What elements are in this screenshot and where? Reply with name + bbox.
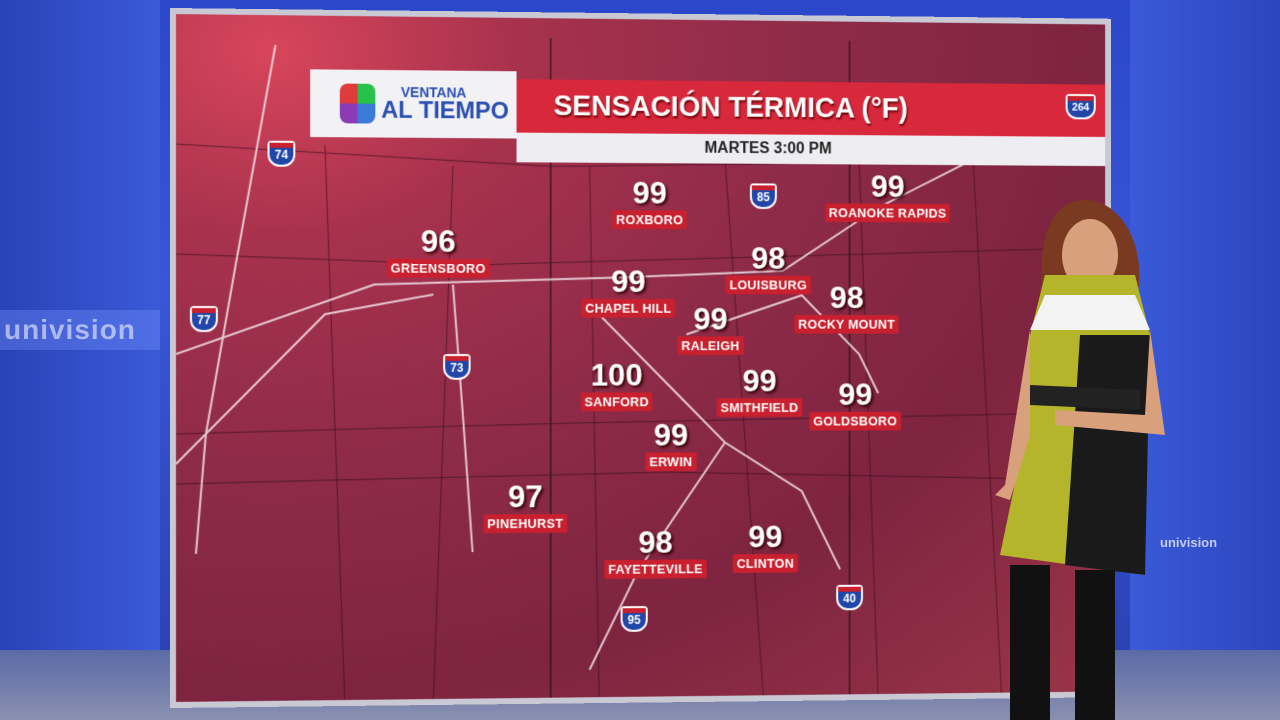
city-label: SMITHFIELD	[716, 398, 803, 417]
city-label: ROCKY MOUNT	[794, 314, 899, 334]
map-title: SENSACIÓN TÉRMICA (°F)	[516, 79, 1106, 138]
weather-display-screen: VENTANA AL TIEMPO SENSACIÓN TÉRMICA (°F)…	[170, 8, 1111, 708]
city-marker-smithfield: 99 SMITHFIELD	[716, 362, 803, 417]
city-marker-sanford: 100 SANFORD	[580, 357, 653, 412]
city-marker-erwin: 99 ERWIN	[645, 416, 697, 472]
city-label: CLINTON	[732, 553, 798, 573]
heat-index-value: 98	[638, 524, 673, 560]
heat-index-value: 99	[748, 518, 783, 555]
interstate-shield-icon: 73	[443, 354, 471, 380]
heat-index-value: 99	[838, 376, 873, 412]
city-marker-rocky-mount: 98 ROCKY MOUNT	[794, 279, 899, 334]
interstate-shield-icon: 40	[836, 584, 863, 611]
heat-index-value: 99	[693, 300, 728, 337]
logo-line2: AL TIEMPO	[381, 96, 509, 125]
city-marker-goldsboro: 99 GOLDSBORO	[809, 376, 902, 431]
heat-index-value: 100	[590, 357, 643, 393]
city-marker-roanoke-rapids: 99 ROANOKE RAPIDS	[825, 168, 951, 223]
weather-presenter	[995, 200, 1165, 720]
city-label: SANFORD	[580, 392, 653, 412]
heat-index-value: 98	[751, 240, 786, 276]
heat-index-value: 97	[507, 478, 543, 515]
studio-wall-right: univision	[1130, 0, 1280, 720]
ventana-al-tiempo-logo: VENTANA AL TIEMPO	[310, 69, 517, 139]
city-label: ROXBORO	[612, 210, 688, 230]
city-label: RALEIGH	[677, 336, 744, 356]
city-marker-greensboro: 96 GREENSBORO	[386, 223, 490, 278]
interstate-shield-icon: 74	[267, 140, 296, 167]
heat-index-value: 99	[653, 416, 689, 453]
interstate-shield-icon: 95	[620, 606, 648, 632]
city-label: ERWIN	[645, 452, 697, 472]
heat-index-map: VENTANA AL TIEMPO SENSACIÓN TÉRMICA (°F)…	[175, 14, 1106, 702]
network-wall-text: univision	[0, 310, 160, 350]
heat-index-value: 99	[742, 362, 777, 399]
heat-index-value: 99	[611, 263, 646, 299]
heat-index-value: 99	[632, 174, 667, 211]
interstate-shield-icon: 264	[1065, 93, 1096, 120]
city-label: ROANOKE RAPIDS	[825, 203, 951, 223]
heat-index-value: 98	[829, 279, 864, 315]
city-marker-chapel-hill: 99 CHAPEL HILL	[581, 263, 676, 318]
interstate-shield-icon: 85	[749, 183, 777, 210]
city-label: PINEHURST	[483, 513, 568, 534]
interstate-shield-icon: 77	[189, 306, 218, 333]
network-wall-text: univision	[1160, 535, 1218, 550]
city-marker-raleigh: 99 RALEIGH	[677, 300, 744, 356]
heat-index-value: 96	[420, 223, 456, 259]
map-subtitle: MARTES 3:00 PM	[516, 132, 1106, 167]
city-marker-pinehurst: 97 PINEHURST	[483, 478, 568, 534]
city-label: GOLDSBORO	[809, 411, 902, 431]
studio-wall-left: univision	[0, 0, 160, 720]
univision-logo-icon	[339, 83, 376, 124]
city-label: CHAPEL HILL	[581, 298, 676, 318]
city-label: FAYETTEVILLE	[604, 559, 707, 579]
heat-index-value: 99	[870, 168, 905, 204]
city-marker-roxboro: 99 ROXBORO	[612, 174, 688, 230]
city-marker-fayetteville: 98 FAYETTEVILLE	[604, 524, 707, 579]
city-label: GREENSBORO	[386, 258, 490, 278]
city-marker-clinton: 99 CLINTON	[732, 518, 798, 573]
